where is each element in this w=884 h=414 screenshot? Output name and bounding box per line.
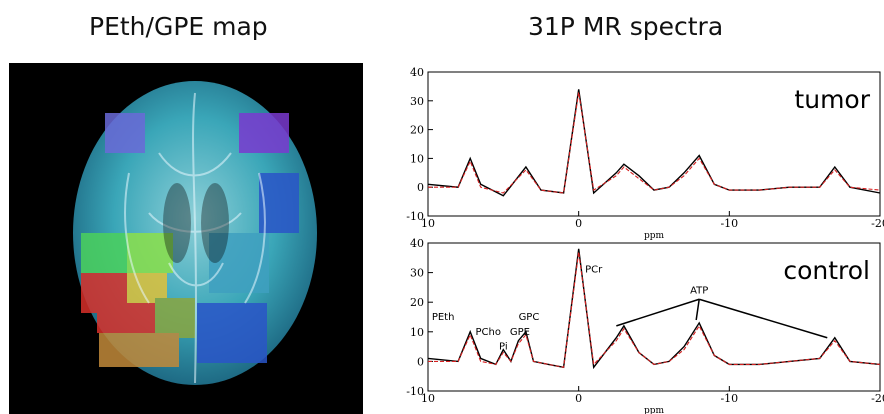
peak-label-gpc: GPC [519, 312, 540, 323]
xtick-label-tumor: -20 [871, 217, 884, 230]
series-line-control-1 [428, 251, 881, 368]
xtick-label-tumor: 10 [421, 217, 435, 230]
ytick-label-tumor: 20 [410, 124, 424, 137]
peak-label-pcr: PCr [585, 265, 603, 276]
xtick-label-tumor: 0 [575, 217, 582, 230]
xtick-label-control: 0 [575, 392, 582, 405]
panel-frame-tumor [427, 71, 881, 217]
panel-frame-control [427, 242, 881, 392]
x-axis-label-tumor: ppm [644, 231, 665, 241]
peak-label-peth: PEth [432, 312, 455, 323]
xtick-label-control: 10 [421, 392, 435, 405]
ytick-label-control: 20 [410, 296, 424, 309]
peak-label-pi: Pi [499, 342, 508, 353]
atp-pointer-line [695, 299, 700, 321]
ytick-label-control: 0 [417, 355, 424, 368]
xtick-label-control: -20 [871, 392, 884, 405]
ytick-label-tumor: -10 [406, 210, 424, 223]
peak-label-atp: ATP [690, 285, 708, 296]
ytick-label-control: 10 [410, 326, 424, 339]
ytick-label-tumor: 40 [410, 66, 424, 79]
xtick-label-tumor: -10 [720, 217, 738, 230]
peak-label-gpe: GPE [510, 327, 530, 338]
ytick-label-tumor: 10 [410, 152, 424, 165]
series-line-control-0 [427, 248, 881, 370]
ytick-label-control: 40 [410, 237, 424, 250]
series-line-tumor-1 [428, 92, 881, 194]
panel-label-tumor: tumor [794, 85, 870, 114]
ytick-label-tumor: 30 [410, 95, 424, 108]
ytick-label-control: 30 [410, 267, 424, 280]
panel-label-control: control [783, 256, 870, 285]
brain-map-image [9, 63, 363, 414]
xtick-label-control: -10 [720, 392, 738, 405]
map-title: PEth/GPE map [89, 12, 268, 41]
peak-label-pcho: PCho [476, 327, 501, 338]
ytick-label-control: -10 [406, 385, 424, 398]
x-axis-label-control: ppm [644, 406, 665, 414]
ytick-label-tumor: 0 [417, 181, 424, 194]
atp-pointer-line [698, 298, 828, 339]
spectra-title: 31P MR spectra [528, 12, 724, 41]
atp-pointer-line [616, 298, 700, 327]
spectra-chart: -10 0 10 20 30 40 10 0 -10 -20 ppm tumor -10 0 10 20 30 4… [406, 66, 884, 414]
